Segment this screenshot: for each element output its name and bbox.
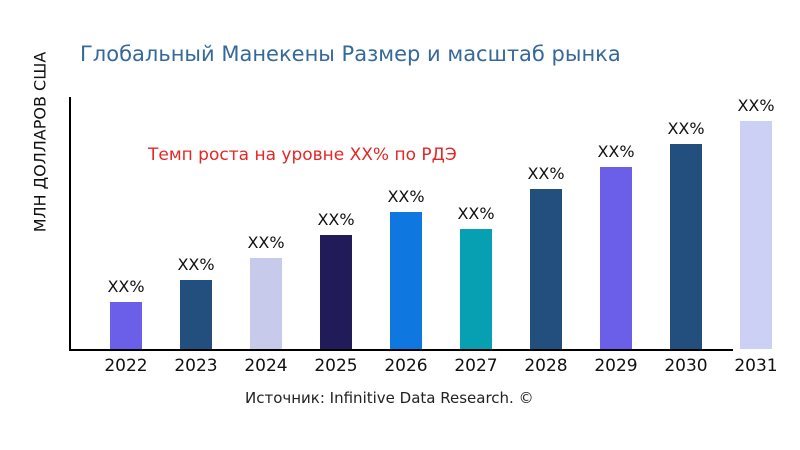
x-tick-label-2030: 2030 [664,356,708,376]
bar-value-label-2023: XX% [177,255,215,274]
bar-value-label-2029: XX% [597,142,635,161]
bar-2031 [740,121,772,349]
bar-value-label-2024: XX% [247,233,285,252]
chart-title: Глобальный Манекены Размер и масштаб рын… [80,42,621,66]
growth-rate-annotation: Темп роста на уровне XX% по РДЭ [148,145,457,165]
bar-2025 [320,235,352,349]
y-axis-label: МЛН ДОЛЛАРОВ США [30,51,50,233]
bar-value-label-2030: XX% [667,119,705,138]
x-tick-label-2025: 2025 [314,356,358,376]
x-tick-label-2028: 2028 [524,356,568,376]
x-tick-label-2024: 2024 [244,356,288,376]
bar-value-label-2026: XX% [387,187,425,206]
x-tick-label-2022: 2022 [104,356,148,376]
x-tick-label-2023: 2023 [174,356,218,376]
x-tick-label-2029: 2029 [594,356,638,376]
bar-2026 [390,212,422,349]
bar-2028 [530,189,562,349]
bar-2022 [110,302,142,349]
x-tick-label-2031: 2031 [734,356,778,376]
bar-2027 [460,229,492,349]
y-axis-line [69,97,71,351]
bar-value-label-2031: XX% [737,96,775,115]
bar-value-label-2027: XX% [457,204,495,223]
bar-2024 [250,258,282,349]
source-note: Источник: Infinitive Data Research. © [245,389,534,407]
bar-value-label-2022: XX% [107,277,145,296]
bar-2030 [670,144,702,349]
bar-value-label-2025: XX% [317,210,355,229]
x-axis-line [69,349,733,351]
bar-2023 [180,280,212,349]
bar-2029 [600,167,632,349]
x-tick-label-2026: 2026 [384,356,428,376]
x-tick-label-2027: 2027 [454,356,498,376]
bar-value-label-2028: XX% [527,164,565,183]
